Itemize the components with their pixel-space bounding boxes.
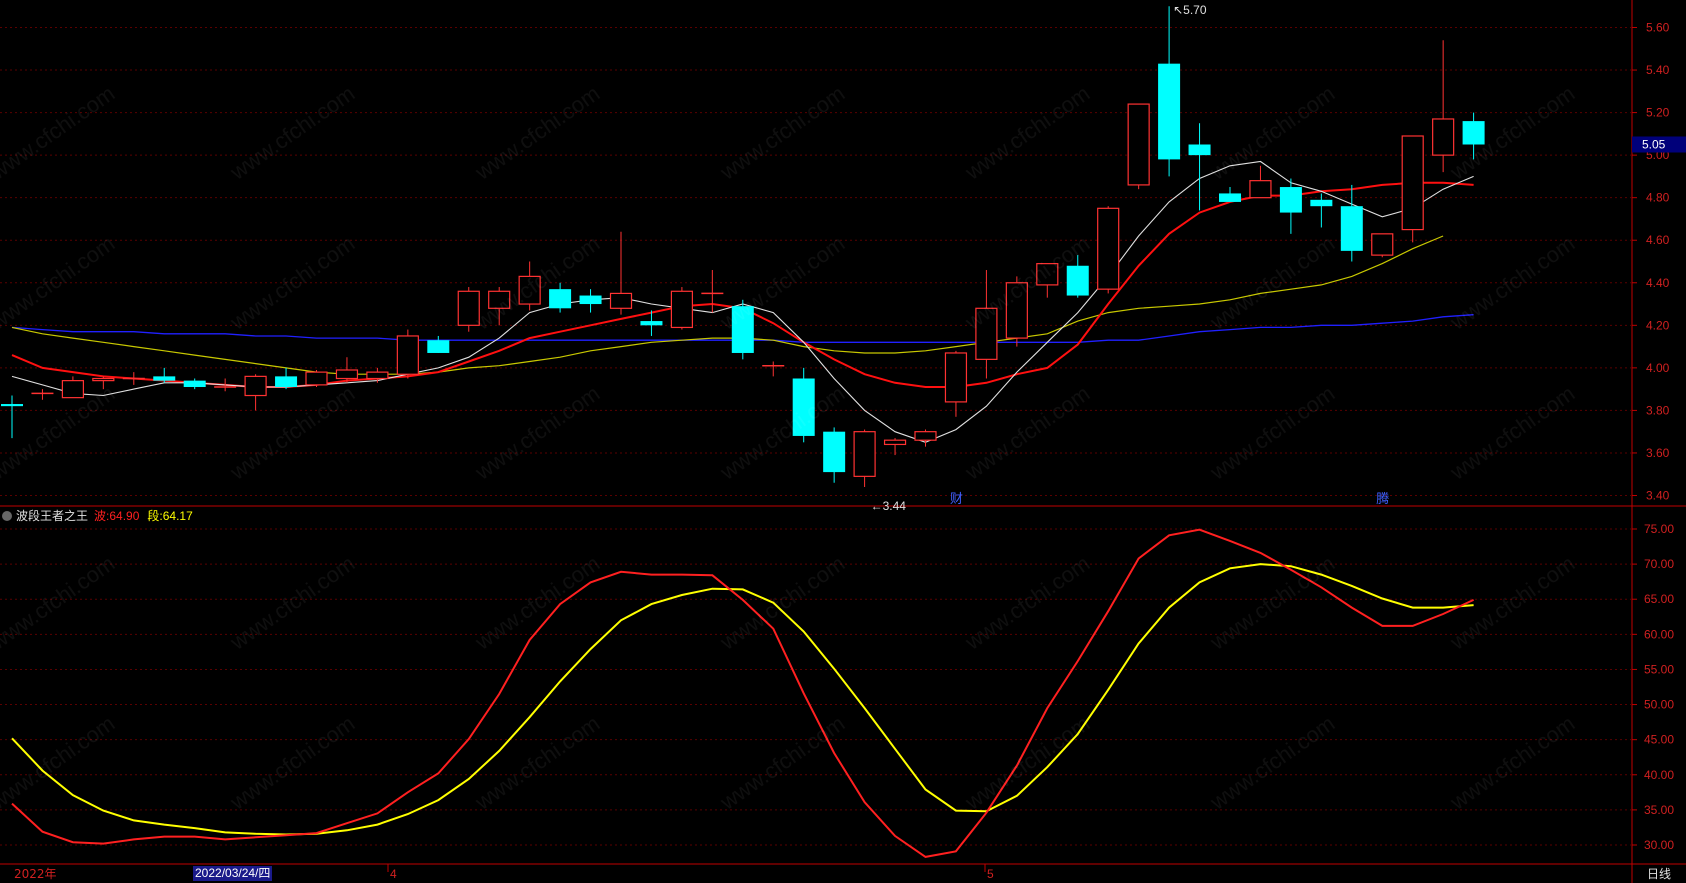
event-marker[interactable]: 财 [950,492,963,507]
price-tick-label: 3.40 [1646,489,1670,503]
candle-body[interactable] [1371,233,1394,256]
candle-body[interactable] [975,307,998,360]
candle-body[interactable] [153,376,176,381]
indicator-tick-label: 50.00 [1644,698,1674,712]
candle-body[interactable] [1310,199,1333,207]
price-tick-label: 4.40 [1646,276,1670,290]
candle-body[interactable] [944,352,968,403]
candle-body[interactable] [1097,207,1120,290]
indicator-seg-line [11,563,1474,836]
candle-body[interactable] [366,371,389,380]
price-tick-label: 3.60 [1646,446,1670,460]
candle-body[interactable] [731,306,754,353]
high-annotation: ↖5.70 [1173,3,1207,17]
candle-body[interactable] [335,369,359,380]
indicator-tick-label: 45.00 [1644,733,1674,747]
candle-body[interactable] [305,371,328,386]
candle-body[interactable] [1066,265,1089,296]
candle-body[interactable] [914,431,937,441]
candle-body[interactable] [1462,121,1485,145]
candle-body[interactable] [1,404,23,407]
selected-date: 2022/03/24/四 [193,866,273,881]
candle-body[interactable] [1158,63,1181,160]
candle-body[interactable] [579,295,602,305]
candle-body[interactable] [427,340,450,353]
candle-body[interactable] [275,376,298,388]
period-label[interactable]: 日线 [1647,867,1671,881]
indicator-header: 波段王者之王 波:64.90 段:64.17 [2,508,193,524]
price-tick-label: 4.80 [1646,191,1670,205]
price-tick-label: 3.80 [1646,403,1670,417]
indicator-tick-label: 70.00 [1644,557,1674,571]
candle-body[interactable] [518,275,541,305]
candle-body[interactable] [183,380,206,388]
candle-body[interactable] [244,375,267,397]
candle-body[interactable] [488,290,511,309]
indicator-name: 波段王者之王 [16,509,89,523]
seg-label: 段: [147,509,163,523]
price-tick-label: 4.60 [1646,233,1670,247]
price-tick-label: 4.00 [1646,361,1670,375]
indicator-tick-label: 65.00 [1644,592,1674,606]
candle-body[interactable] [1127,103,1150,186]
indicator-wave-line [11,528,1475,858]
indicator-tick-label: 75.00 [1644,522,1674,536]
time-axis-start: 2022年 [14,867,57,881]
price-tick-label: 5.40 [1646,63,1670,77]
event-marker[interactable]: 腾 [1376,491,1389,507]
indicator-tick-label: 40.00 [1644,768,1674,782]
price-tick-label: 5.20 [1646,106,1670,120]
candle-body[interactable] [853,431,876,477]
candle-body[interactable] [1249,180,1272,199]
indicator-tick-label: 35.00 [1644,803,1674,817]
time-axis-month-4: 4 [390,867,397,881]
ma-yellow-line [11,235,1444,375]
candle-body[interactable] [1432,118,1455,156]
candle-body[interactable] [640,321,663,326]
candle-body[interactable] [92,377,115,382]
price-tick-label: 4.20 [1646,318,1670,332]
candle-body[interactable] [396,335,419,375]
time-axis-month-5: 5 [987,867,994,881]
candle-body[interactable] [823,431,846,473]
candle-body[interactable] [1219,193,1241,202]
current-price-label: 5.05 [1642,138,1666,152]
candle-body[interactable] [1340,206,1363,251]
candle-body[interactable] [457,290,480,326]
candle-body[interactable] [549,289,572,309]
candle-body[interactable] [1401,135,1424,231]
indicator-tick-label: 60.00 [1644,627,1674,641]
candle-body[interactable] [1005,282,1028,339]
price-tick-label: 5.60 [1646,21,1670,35]
current-price-box [1632,136,1686,153]
wave-value: 64.90 [109,509,140,523]
indicator-tick-label: 30.00 [1644,838,1674,852]
candle-body[interactable] [792,378,815,436]
low-annotation: ←3.44 [871,499,907,513]
candle-body[interactable] [61,380,85,399]
candle-body[interactable] [1188,144,1211,156]
indicator-tick-label: 55.00 [1644,662,1674,676]
candle-body[interactable] [609,292,633,309]
candle-body[interactable] [1279,187,1302,213]
wave-label: 波: [94,509,110,523]
candle-body[interactable] [883,439,907,446]
candle-body[interactable] [670,290,694,329]
candle-body[interactable] [1036,263,1059,286]
indicator-toggle-icon[interactable] [2,511,12,521]
seg-value: 64.17 [162,509,193,523]
